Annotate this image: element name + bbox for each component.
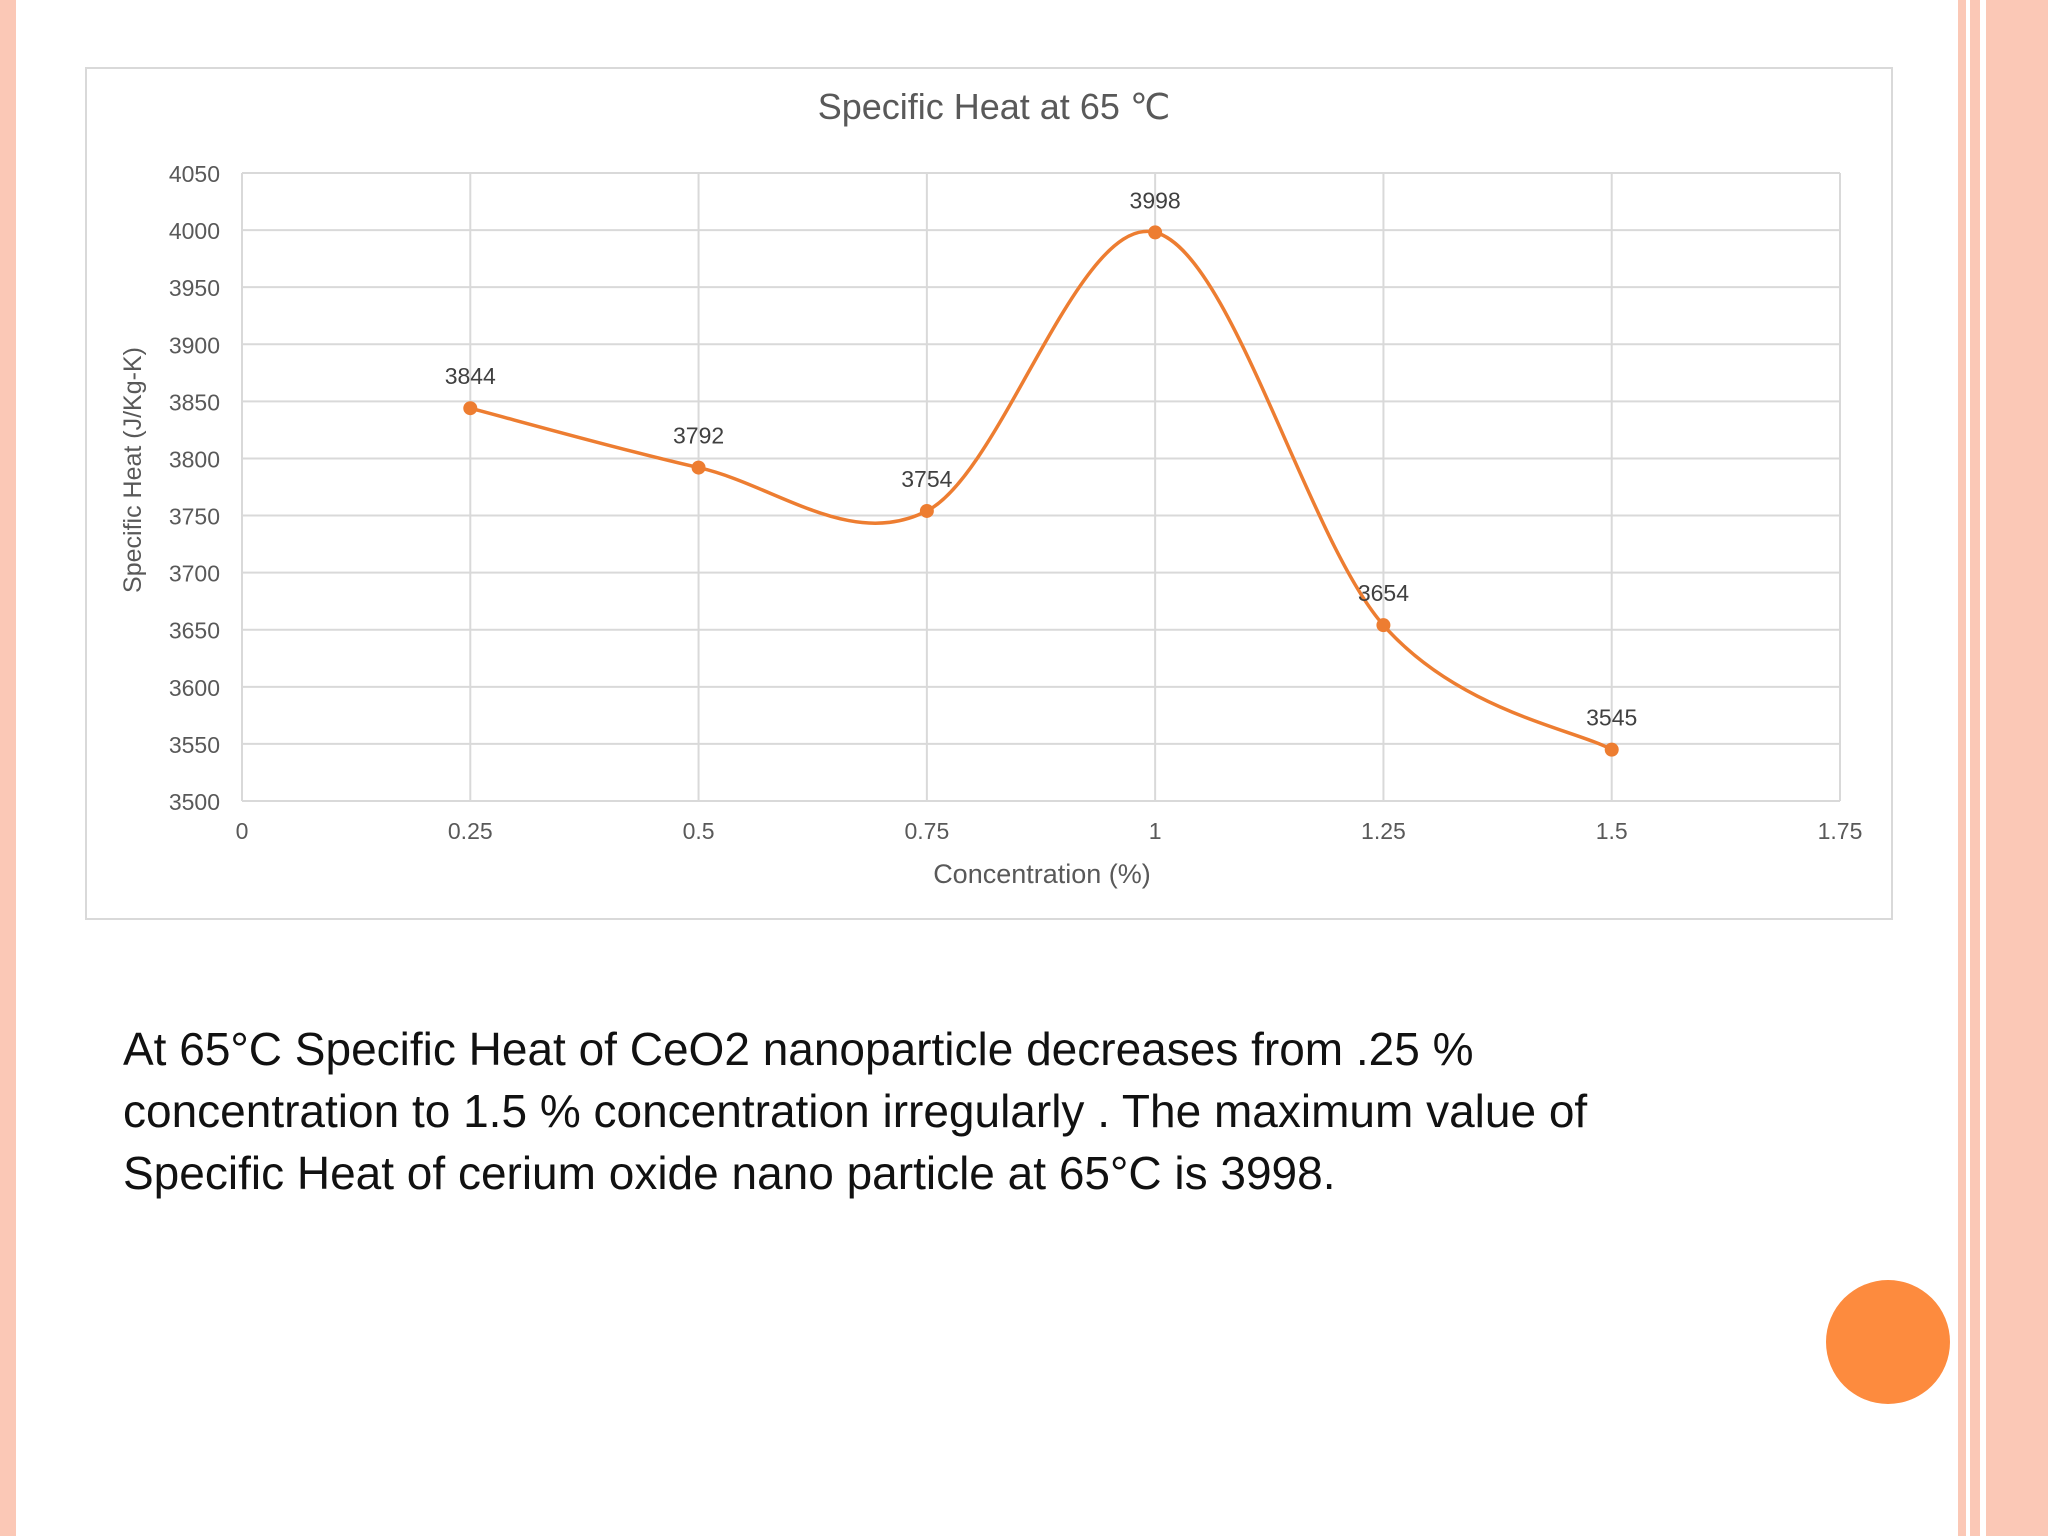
y-tick-label: 3500: [169, 789, 220, 815]
series-layer: 3844 3792 3754 3998 3654 3545: [445, 187, 1637, 757]
data-point: [1604, 742, 1619, 757]
x-tick-label: 1: [1149, 818, 1162, 844]
left-border-stripe: [0, 0, 16, 1536]
description-line-2: concentration to 1.5 % concentration irr…: [123, 1085, 1588, 1137]
x-tick-label: 0.5: [683, 818, 715, 844]
y-tick-label: 3950: [169, 275, 220, 301]
description-line-1: At 65°C Specific Heat of CeO2 nanopartic…: [123, 1023, 1474, 1075]
series-line: [469, 229, 1613, 752]
axis-layer: [241, 173, 1840, 802]
right-border-stripe-3: [1986, 0, 2048, 1536]
y-tick-label: 3550: [169, 732, 220, 758]
data-label: 3654: [1358, 580, 1409, 606]
x-tick-label: 0.25: [448, 818, 493, 844]
x-tick-label: 1.75: [1818, 818, 1863, 844]
right-border-stripe-1: [1958, 0, 1966, 1536]
grid-layer: [242, 172, 1841, 801]
description-paragraph: At 65°C Specific Heat of CeO2 nanopartic…: [123, 1018, 1823, 1204]
data-point: [919, 503, 934, 518]
y-tick-label: 4050: [169, 161, 220, 187]
y-tick-label: 3800: [169, 446, 220, 472]
data-point: [1148, 225, 1163, 240]
data-label: 3792: [673, 423, 724, 449]
data-label: 3545: [1586, 705, 1637, 731]
y-axis-title: Specific Heat (J/Kg-K): [119, 347, 147, 593]
data-point: [463, 401, 478, 416]
right-border-stripe-2: [1970, 0, 1980, 1536]
tick-label-layer: 3500 3550 3600 3650 3700 3750 3800 3850 3900 3950…: [169, 161, 1863, 844]
x-axis-title: Concentration (%): [933, 859, 1151, 889]
x-tick-label: 0: [236, 818, 249, 844]
decorative-orange-circle: [1826, 1280, 1950, 1404]
y-tick-label: 3600: [169, 675, 220, 701]
y-tick-label: 3850: [169, 389, 220, 415]
chart-container: Specific Heat at 65 ℃ Concentration (%) …: [85, 67, 1893, 920]
chart-title: Specific Heat at 65 ℃: [818, 86, 1171, 127]
data-label: 3844: [445, 363, 496, 389]
x-tick-label: 1.25: [1361, 818, 1406, 844]
y-tick-label: 4000: [169, 218, 220, 244]
y-tick-label: 3700: [169, 561, 220, 587]
x-tick-label: 1.5: [1596, 818, 1628, 844]
specific-heat-chart: Specific Heat at 65 ℃ Concentration (%) …: [119, 86, 1863, 889]
y-tick-label: 3900: [169, 332, 220, 358]
data-point: [691, 460, 706, 475]
y-tick-label: 3650: [169, 618, 220, 644]
description-line-3: Specific Heat of cerium oxide nano parti…: [123, 1147, 1336, 1199]
data-label: 3998: [1130, 187, 1181, 213]
data-point: [1376, 618, 1391, 633]
x-tick-label: 0.75: [904, 818, 949, 844]
y-tick-label: 3750: [169, 504, 220, 530]
data-label: 3754: [901, 466, 952, 492]
